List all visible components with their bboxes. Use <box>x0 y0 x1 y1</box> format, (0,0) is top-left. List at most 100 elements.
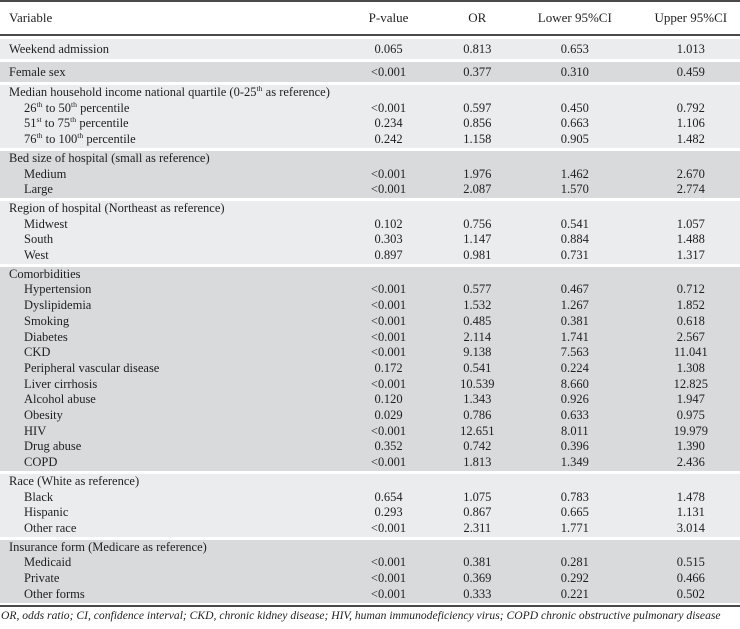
upper-ci-cell <box>621 536 740 556</box>
section-header-row: Comorbidities <box>0 263 740 283</box>
p-value-cell: 0.065 <box>340 36 437 59</box>
upper-ci-cell <box>621 470 740 490</box>
or-cell: 0.756 <box>436 216 518 233</box>
upper-ci-cell: 1.852 <box>621 298 740 314</box>
variable-cell: Bed size of hospital (small as reference… <box>0 147 341 167</box>
table-row: Black 0.654 1.075 0.783 1.478 <box>0 489 740 506</box>
p-value-cell: 0.120 <box>340 392 437 409</box>
p-value-cell <box>340 82 437 101</box>
or-cell: 1.075 <box>436 489 518 506</box>
p-value-cell: 0.234 <box>340 116 437 133</box>
or-cell: 2.311 <box>436 520 518 537</box>
p-value-cell: <0.001 <box>340 313 437 330</box>
upper-ci-cell <box>621 82 740 101</box>
lower-ci-cell: 8.011 <box>517 423 622 440</box>
p-value-cell: <0.001 <box>340 376 437 393</box>
lower-ci-cell: 0.633 <box>517 408 622 424</box>
or-cell: 0.369 <box>436 571 518 587</box>
upper-ci-cell: 1.308 <box>621 360 740 377</box>
section-header-row: Insurance form (Medicare as reference) <box>0 536 740 556</box>
variable-cell: Black <box>0 489 341 506</box>
variable-cell: 76th to 100th percentile <box>0 132 341 148</box>
column-header-p-value: P-value <box>340 2 437 36</box>
upper-ci-cell: 0.618 <box>621 313 740 330</box>
or-cell: 2.087 <box>436 182 518 198</box>
lower-ci-cell: 0.396 <box>517 439 622 456</box>
table-row: 76th to 100th percentile 0.242 1.158 0.905 1… <box>0 132 740 148</box>
p-value-cell <box>340 470 437 490</box>
column-header-variable: Variable <box>0 2 341 36</box>
p-value-cell: <0.001 <box>340 423 437 440</box>
table-section: Bed size of hospital (small as reference… <box>0 147 740 198</box>
upper-ci-cell: 0.502 <box>621 586 740 605</box>
table-row: HIV <0.001 12.651 8.011 19.979 <box>0 423 740 440</box>
section-header-row: Median household income national quartil… <box>0 82 740 101</box>
lower-ci-cell <box>517 263 622 283</box>
lower-ci-cell: 7.563 <box>517 345 622 361</box>
table-row: Obesity 0.029 0.786 0.633 0.975 <box>0 408 740 424</box>
upper-ci-cell <box>621 197 740 217</box>
table-row: COPD <0.001 1.813 1.349 2.436 <box>0 455 740 471</box>
variable-cell: Other race <box>0 520 341 537</box>
lower-ci-cell: 0.663 <box>517 116 622 133</box>
upper-ci-cell: 2.670 <box>621 166 740 183</box>
table-row: Liver cirrhosis <0.001 10.539 8.660 12.825 <box>0 376 740 393</box>
table-header: Variable P-value OR Lower 95%CI Upper 95… <box>0 2 740 36</box>
p-value-cell: 0.654 <box>340 489 437 506</box>
header-row: Variable P-value OR Lower 95%CI Upper 95… <box>0 2 740 36</box>
table-row: West 0.897 0.981 0.731 1.317 <box>0 248 740 264</box>
variable-cell: Median household income national quartil… <box>0 82 341 101</box>
table-row: Other forms <0.001 0.333 0.221 0.502 <box>0 586 740 605</box>
variable-cell: HIV <box>0 423 341 440</box>
variable-cell: Diabetes <box>0 329 341 346</box>
p-value-cell: <0.001 <box>340 166 437 183</box>
p-value-cell: <0.001 <box>340 59 437 82</box>
variable-cell: Hypertension <box>0 282 341 299</box>
upper-ci-cell: 2.567 <box>621 329 740 346</box>
lower-ci-cell <box>517 197 622 217</box>
upper-ci-cell: 0.466 <box>621 571 740 587</box>
table-row: Medium <0.001 1.976 1.462 2.670 <box>0 166 740 183</box>
variable-cell: Drug abuse <box>0 439 341 456</box>
variable-cell: 26th to 50th percentile <box>0 100 341 117</box>
variable-cell: CKD <box>0 345 341 361</box>
variable-cell: Medium <box>0 166 341 183</box>
lower-ci-cell <box>517 470 622 490</box>
or-cell: 1.976 <box>436 166 518 183</box>
or-cell: 0.333 <box>436 586 518 605</box>
lower-ci-cell: 1.741 <box>517 329 622 346</box>
p-value-cell: 0.352 <box>340 439 437 456</box>
upper-ci-cell: 19.979 <box>621 423 740 440</box>
variable-cell: Comorbidities <box>0 263 341 283</box>
section-header-row: Bed size of hospital (small as reference… <box>0 147 740 167</box>
variable-cell: South <box>0 232 341 249</box>
or-cell: 1.532 <box>436 298 518 314</box>
column-header-upper-ci: Upper 95%CI <box>621 2 740 36</box>
upper-ci-cell <box>621 263 740 283</box>
variable-cell: Dyslipidemia <box>0 298 341 314</box>
p-value-cell: 0.303 <box>340 232 437 249</box>
table-row: Weekend admission 0.065 0.813 0.653 1.013 <box>0 36 740 59</box>
regression-table: Variable P-value OR Lower 95%CI Upper 95… <box>0 0 740 607</box>
variable-cell: Race (White as reference) <box>0 470 341 490</box>
lower-ci-cell: 1.462 <box>517 166 622 183</box>
p-value-cell: <0.001 <box>340 182 437 198</box>
lower-ci-cell: 0.221 <box>517 586 622 605</box>
upper-ci-cell: 1.013 <box>621 36 740 59</box>
or-cell: 9.138 <box>436 345 518 361</box>
or-cell: 0.981 <box>436 248 518 264</box>
variable-cell: COPD <box>0 455 341 471</box>
table-row: Alcohol abuse 0.120 1.343 0.926 1.947 <box>0 392 740 409</box>
footnote-abbreviations: OR, odds ratio; CI, confidence interval;… <box>1 608 721 622</box>
lower-ci-cell: 0.381 <box>517 313 622 330</box>
variable-cell: Midwest <box>0 216 341 233</box>
table-row: Medicaid <0.001 0.381 0.281 0.515 <box>0 555 740 572</box>
lower-ci-cell: 0.905 <box>517 132 622 148</box>
table-row: 26th to 50th percentile <0.001 0.597 0.450 0… <box>0 100 740 117</box>
upper-ci-cell: 1.488 <box>621 232 740 249</box>
p-value-cell: <0.001 <box>340 520 437 537</box>
lower-ci-cell: 0.541 <box>517 216 622 233</box>
p-value-cell: <0.001 <box>340 586 437 605</box>
upper-ci-cell: 1.317 <box>621 248 740 264</box>
